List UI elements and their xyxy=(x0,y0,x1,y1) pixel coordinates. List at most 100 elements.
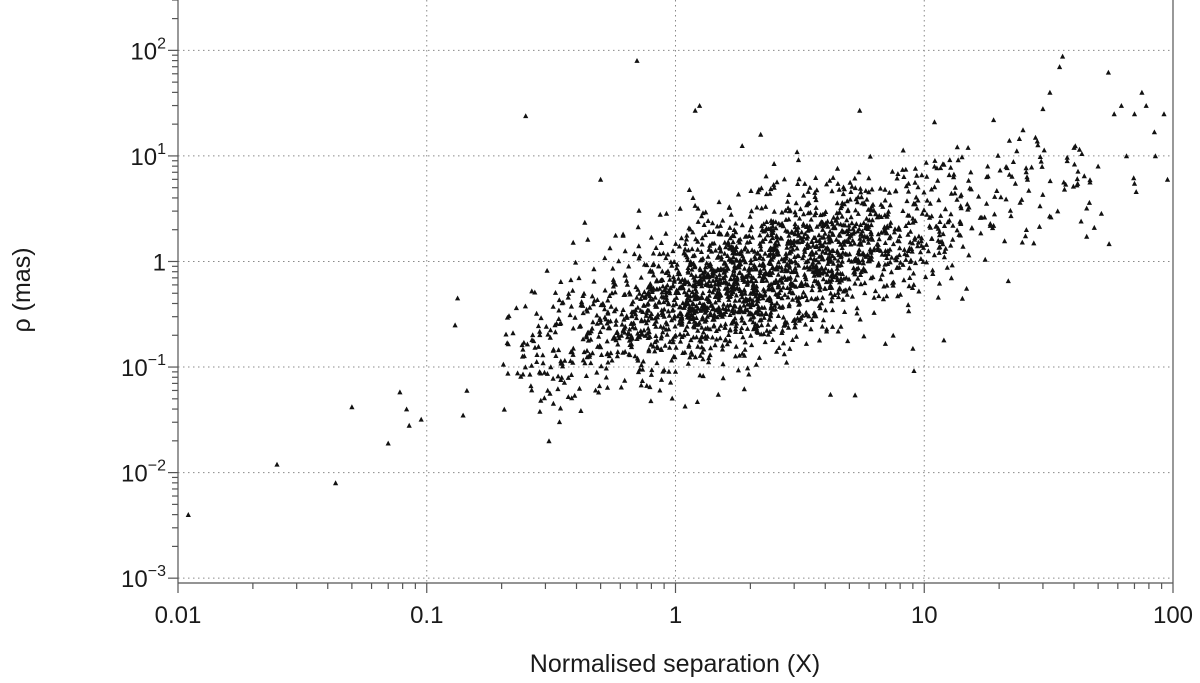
data-point xyxy=(940,241,946,247)
data-point xyxy=(598,352,605,357)
data-point xyxy=(808,255,814,261)
data-point xyxy=(911,201,917,207)
data-point xyxy=(846,222,852,228)
data-point xyxy=(534,359,540,364)
data-point xyxy=(667,344,673,350)
data-point xyxy=(839,245,845,250)
data-point xyxy=(705,218,711,223)
data-point xyxy=(781,258,787,264)
data-point xyxy=(816,337,823,343)
data-point xyxy=(906,212,912,218)
data-point xyxy=(858,222,864,227)
data-point xyxy=(703,264,709,270)
data-point xyxy=(853,207,859,213)
data-point xyxy=(632,353,638,359)
data-point xyxy=(745,248,751,254)
data-point xyxy=(833,236,839,242)
data-point xyxy=(801,252,807,258)
data-point xyxy=(867,211,873,217)
data-point xyxy=(555,386,561,392)
data-point xyxy=(954,144,960,150)
data-point xyxy=(1078,218,1084,224)
data-point xyxy=(677,338,684,344)
data-point xyxy=(713,247,719,253)
data-point xyxy=(565,294,571,300)
data-point xyxy=(906,283,912,289)
data-point xyxy=(801,211,807,217)
data-point xyxy=(936,228,943,234)
data-point xyxy=(1106,241,1112,247)
data-point xyxy=(965,206,971,212)
data-point xyxy=(682,327,688,333)
data-point xyxy=(727,327,733,333)
data-point xyxy=(991,222,997,228)
data-point xyxy=(702,232,708,238)
data-point xyxy=(685,331,691,336)
data-point xyxy=(743,273,749,279)
data-point xyxy=(857,185,863,191)
data-point xyxy=(965,145,971,150)
data-point xyxy=(588,360,594,366)
data-point xyxy=(675,275,682,281)
data-point xyxy=(506,313,512,319)
data-point xyxy=(823,265,829,271)
data-point xyxy=(349,404,355,410)
data-point xyxy=(695,327,701,333)
data-point xyxy=(722,324,728,330)
data-point xyxy=(648,372,654,377)
data-point xyxy=(582,219,588,225)
data-point xyxy=(737,269,743,275)
data-point xyxy=(795,157,802,163)
data-point xyxy=(673,241,679,246)
data-point xyxy=(925,248,931,254)
data-point xyxy=(812,212,818,218)
data-point xyxy=(780,284,786,290)
data-point xyxy=(650,343,656,349)
data-point xyxy=(748,208,755,214)
data-point xyxy=(669,357,675,363)
data-point xyxy=(784,319,790,325)
data-point xyxy=(580,302,586,308)
data-point xyxy=(760,263,766,268)
data-point xyxy=(535,343,542,349)
data-point xyxy=(919,172,925,178)
data-point xyxy=(936,197,942,203)
data-point xyxy=(1026,187,1032,193)
data-point xyxy=(741,302,747,308)
data-point xyxy=(1098,210,1104,216)
data-point xyxy=(813,205,819,210)
data-point xyxy=(947,157,953,163)
data-point xyxy=(597,329,603,334)
data-point xyxy=(752,248,758,254)
data-point xyxy=(786,262,792,268)
data-point xyxy=(766,226,772,232)
data-point xyxy=(1061,186,1068,192)
data-point xyxy=(731,275,737,281)
data-point xyxy=(1060,53,1066,59)
data-point xyxy=(589,325,595,331)
data-point xyxy=(808,216,814,222)
data-point xyxy=(941,337,947,343)
data-point xyxy=(756,355,762,360)
data-point xyxy=(841,275,847,281)
data-point xyxy=(858,189,864,195)
data-point xyxy=(829,267,835,273)
data-point xyxy=(638,382,644,388)
data-point xyxy=(921,189,927,195)
data-point xyxy=(907,239,913,245)
data-point xyxy=(758,316,764,322)
data-point xyxy=(813,197,819,203)
data-point xyxy=(991,211,998,217)
data-point xyxy=(679,285,686,291)
data-point xyxy=(1014,148,1020,154)
data-point xyxy=(813,278,819,284)
data-point xyxy=(618,384,624,390)
data-point xyxy=(747,296,753,302)
data-point xyxy=(615,349,621,355)
data-point xyxy=(598,363,604,369)
data-point xyxy=(944,264,950,270)
data-point xyxy=(665,251,671,257)
data-point xyxy=(709,334,716,340)
data-point xyxy=(991,117,997,123)
data-point xyxy=(645,325,651,331)
